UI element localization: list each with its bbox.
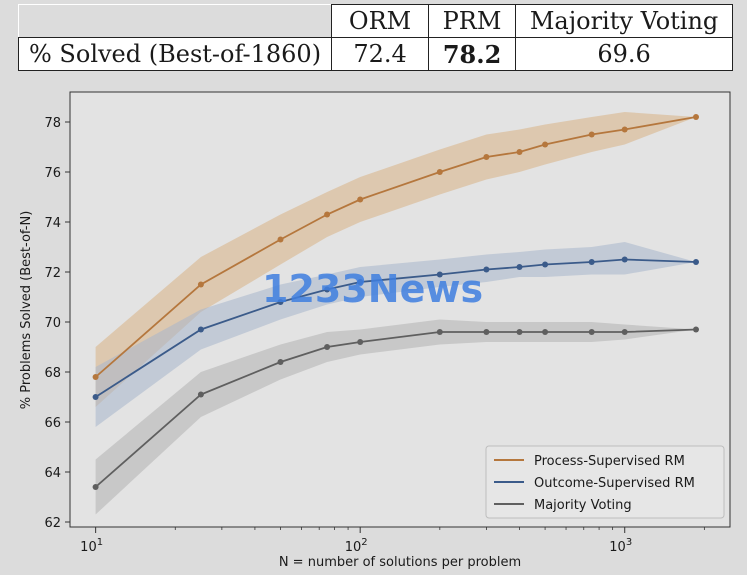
legend: Process-Supervised RM Outcome-Supervised … <box>485 445 725 519</box>
data-point <box>277 299 284 305</box>
x-tick-exponent: 2 <box>361 537 367 548</box>
confidence-band-0 <box>95 112 697 407</box>
series-lines <box>92 114 699 490</box>
data-point <box>197 391 204 398</box>
data-point <box>92 374 99 380</box>
x-tick-exponent: 3 <box>626 537 632 548</box>
value-prm: 78.2 <box>428 37 517 71</box>
x-tick-base: 10 <box>609 540 626 555</box>
results-table-corner <box>18 4 333 38</box>
value-orm: 72.4 <box>331 37 430 71</box>
legend-box <box>485 445 725 519</box>
legend-label: Majority Voting <box>534 498 632 513</box>
data-point <box>277 359 284 365</box>
y-axis-label: % Problems Solved (Best-of-N) <box>19 211 34 410</box>
y-tick-label: 62 <box>44 516 61 531</box>
y-tick-label: 78 <box>44 116 61 131</box>
legend-label: Outcome-Supervised RM <box>534 476 695 491</box>
data-point <box>277 236 284 243</box>
results-table-header-row: ORM PRM Majority Voting <box>18 4 734 38</box>
x-tick-label: 103 <box>609 537 632 555</box>
data-point <box>436 329 443 335</box>
data-point <box>436 271 443 278</box>
results-table: ORM PRM Majority Voting % Solved (Best-o… <box>17 4 734 71</box>
watermark-text: 1233News <box>262 267 483 311</box>
data-point <box>693 114 699 120</box>
x-tick-label: 101 <box>80 537 103 555</box>
y-tick-label: 72 <box>44 266 61 281</box>
data-point <box>92 484 99 490</box>
row-label: % Solved (Best-of-1860) <box>17 37 333 71</box>
data-point <box>516 149 523 155</box>
data-point <box>483 266 490 273</box>
data-point <box>621 126 628 133</box>
data-point <box>588 131 595 138</box>
data-point <box>357 196 364 203</box>
data-point <box>197 281 204 288</box>
data-point <box>197 326 204 333</box>
data-point <box>324 211 331 218</box>
series-line-1 <box>95 258 697 398</box>
data-point <box>693 259 699 265</box>
value-majority-voting: 69.6 <box>515 37 734 71</box>
y-tick-label: 64 <box>44 466 61 481</box>
x-tick-label: 102 <box>345 537 368 555</box>
column-header-prm: PRM <box>428 4 517 38</box>
x-axis: 101 102 103 <box>80 527 705 555</box>
series-line-2 <box>95 328 697 488</box>
data-point <box>542 141 549 148</box>
data-point <box>542 329 549 335</box>
data-point <box>621 256 628 263</box>
y-tick-label: 66 <box>44 416 61 431</box>
data-point <box>588 259 595 265</box>
x-tick-base: 10 <box>80 540 97 555</box>
data-point <box>542 261 549 268</box>
data-point <box>588 329 595 335</box>
data-point <box>516 264 523 270</box>
data-point <box>436 169 443 175</box>
column-header-orm: ORM <box>331 4 430 38</box>
results-table-row: % Solved (Best-of-1860) 72.4 78.2 69.6 <box>17 37 734 71</box>
x-tick-exponent: 1 <box>97 537 103 548</box>
y-tick-label: 76 <box>44 166 61 181</box>
data-point <box>516 329 523 335</box>
series-line-0 <box>95 116 697 378</box>
data-point <box>621 329 628 335</box>
data-point <box>357 339 364 345</box>
column-header-majority-voting: Majority Voting <box>515 4 734 38</box>
data-point <box>483 154 490 160</box>
x-axis-label: N = number of solutions per problem <box>279 555 521 570</box>
data-point <box>483 329 490 335</box>
data-point <box>324 286 331 293</box>
y-tick-label: 74 <box>44 216 61 231</box>
x-tick-base: 10 <box>345 540 362 555</box>
confidence-band-2 <box>95 319 697 515</box>
data-point <box>693 326 699 333</box>
y-tick-label: 68 <box>44 366 61 381</box>
data-point <box>357 279 364 285</box>
legend-label: Process-Supervised RM <box>534 454 685 469</box>
y-tick-label: 70 <box>44 316 61 331</box>
y-axis: 62 64 66 68 70 72 74 76 78 <box>44 116 70 531</box>
data-point <box>92 394 99 400</box>
data-point <box>324 344 331 350</box>
